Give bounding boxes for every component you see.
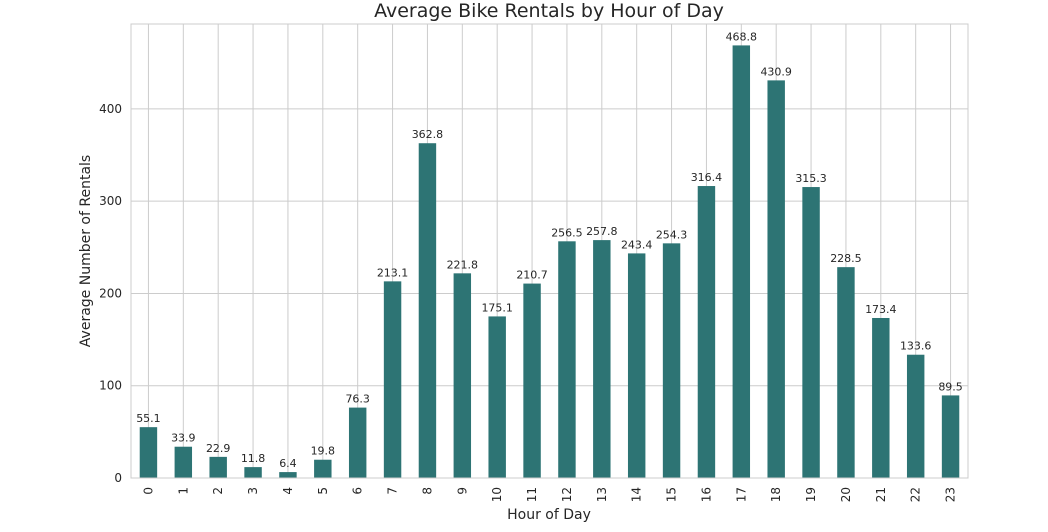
data-labels-layer: 55.1 33.9 22.9 11.8 6.4 19.8 76.3 213.1 362.8 221… bbox=[136, 30, 963, 470]
x-ticks-layer: 0 1 2 3 4 5 6 7 8 9 10 11 12 13 14 15 16 17 18 19 20 21 22 23 bbox=[141, 487, 957, 502]
bar-hour-2 bbox=[209, 456, 227, 478]
bar-hour-15 bbox=[662, 243, 681, 478]
x-tick-label: 2 bbox=[211, 487, 225, 495]
x-tick-label: 14 bbox=[630, 487, 644, 502]
x-tick-label: 19 bbox=[804, 487, 818, 502]
bar-hour-1 bbox=[174, 446, 193, 478]
x-tick-label: 18 bbox=[769, 487, 783, 502]
x-tick-label: 3 bbox=[246, 487, 260, 495]
x-tick-label: 0 bbox=[141, 487, 155, 495]
data-label: 55.1 bbox=[136, 412, 161, 425]
chart-title: Average Bike Rentals by Hour of Day bbox=[374, 0, 724, 22]
data-label: 468.8 bbox=[726, 30, 758, 43]
y-tick-label: 300 bbox=[99, 194, 122, 208]
bar-hour-9 bbox=[453, 273, 472, 478]
x-tick-label: 6 bbox=[351, 487, 365, 495]
x-tick-label: 23 bbox=[944, 487, 958, 502]
bar-hour-4 bbox=[279, 472, 297, 478]
x-tick-label: 8 bbox=[420, 487, 434, 495]
data-label: 76.3 bbox=[345, 393, 370, 406]
x-tick-label: 9 bbox=[455, 487, 469, 495]
data-label: 19.8 bbox=[311, 445, 336, 458]
x-tick-label: 22 bbox=[909, 487, 923, 502]
bar-hour-6 bbox=[348, 407, 367, 478]
y-tick-label: 100 bbox=[99, 379, 122, 393]
data-label: 33.9 bbox=[171, 432, 196, 445]
bar-hour-3 bbox=[244, 467, 262, 478]
bar-hour-20 bbox=[837, 267, 855, 478]
data-label: 22.9 bbox=[206, 442, 231, 455]
data-label: 175.1 bbox=[481, 301, 513, 314]
x-tick-label: 20 bbox=[839, 487, 853, 502]
data-label: 257.8 bbox=[586, 225, 618, 238]
x-tick-label: 11 bbox=[525, 487, 539, 502]
bar-hour-17 bbox=[732, 45, 751, 478]
y-axis-label: Average Number of Rentals bbox=[78, 155, 94, 347]
x-axis-label: Hour of Day bbox=[507, 507, 591, 523]
x-tick-label: 5 bbox=[316, 487, 330, 495]
x-tick-label: 21 bbox=[874, 487, 888, 502]
bar-hour-23 bbox=[941, 395, 960, 478]
data-label: 243.4 bbox=[621, 238, 653, 251]
bar-hour-18 bbox=[767, 80, 785, 479]
data-label: 362.8 bbox=[412, 128, 444, 141]
bar-hour-14 bbox=[627, 253, 646, 478]
x-tick-label: 12 bbox=[560, 487, 574, 502]
x-tick-label: 4 bbox=[281, 487, 295, 495]
x-tick-label: 13 bbox=[595, 487, 609, 502]
data-label: 430.9 bbox=[760, 65, 792, 78]
bars-layer bbox=[139, 45, 960, 479]
data-label: 6.4 bbox=[279, 457, 297, 470]
bar-hour-11 bbox=[523, 283, 541, 478]
bar-hour-13 bbox=[593, 240, 611, 478]
data-label: 11.8 bbox=[241, 452, 266, 465]
plot-frame bbox=[130, 23, 969, 479]
bar-hour-7 bbox=[383, 281, 402, 478]
bar-hour-21 bbox=[872, 317, 890, 478]
x-tick-label: 16 bbox=[699, 487, 713, 502]
x-tick-label: 17 bbox=[734, 487, 748, 502]
data-label: 213.1 bbox=[377, 266, 409, 279]
data-label: 315.3 bbox=[795, 172, 827, 185]
bar-hour-16 bbox=[697, 186, 716, 478]
data-label: 254.3 bbox=[656, 228, 688, 241]
data-label: 228.5 bbox=[830, 252, 862, 265]
x-tick-label: 1 bbox=[176, 487, 190, 495]
y-tick-label: 0 bbox=[114, 471, 122, 485]
bar-hour-5 bbox=[314, 459, 332, 478]
data-label: 316.4 bbox=[691, 171, 723, 184]
bar-hour-0 bbox=[139, 427, 158, 478]
bar-hour-10 bbox=[488, 316, 506, 478]
x-tick-label: 10 bbox=[490, 487, 504, 502]
bar-hour-19 bbox=[802, 187, 820, 479]
x-tick-label: 7 bbox=[386, 487, 400, 495]
data-label: 173.4 bbox=[865, 303, 897, 316]
data-label: 256.5 bbox=[551, 226, 583, 239]
data-label: 89.5 bbox=[938, 380, 963, 393]
y-tick-label: 200 bbox=[99, 286, 122, 300]
data-label: 210.7 bbox=[516, 269, 548, 282]
bar-hour-12 bbox=[558, 241, 576, 478]
y-tick-label: 400 bbox=[99, 102, 122, 116]
data-label: 221.8 bbox=[447, 258, 479, 271]
bar-hour-22 bbox=[906, 354, 925, 478]
data-label: 133.6 bbox=[900, 340, 932, 353]
bar-hour-8 bbox=[418, 143, 437, 479]
y-ticks-layer: 0 100 200 300 400 bbox=[99, 102, 122, 485]
x-tick-label: 15 bbox=[665, 487, 679, 502]
